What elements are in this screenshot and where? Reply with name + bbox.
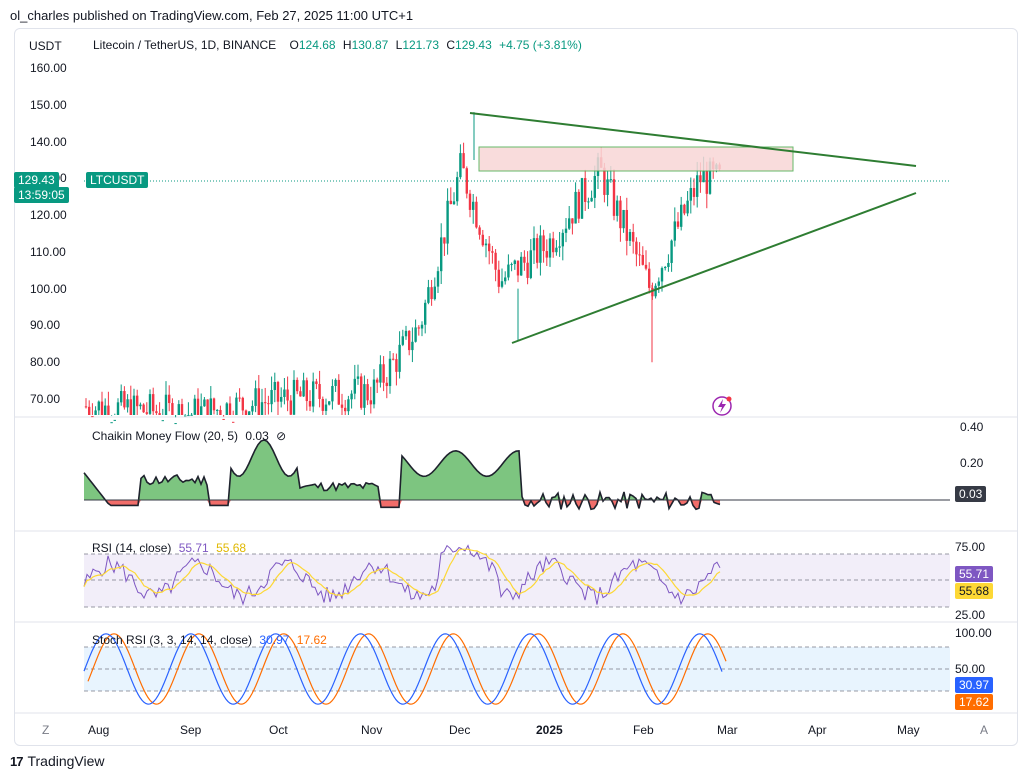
price-tick: 150.00	[30, 97, 67, 112]
cmf-tick-040: 0.40	[960, 420, 984, 434]
time-tick: Apr	[808, 723, 827, 737]
rsi-legend[interactable]: RSI (14, close) 55.71 55.68	[92, 541, 247, 555]
time-tick: May	[897, 723, 920, 737]
stoch-tick-100: 100.00	[955, 626, 992, 640]
time-tick: Nov	[361, 723, 383, 737]
time-tick: Mar	[717, 723, 738, 737]
time-tick: 2025	[536, 723, 563, 737]
price-tick: 160.00	[30, 61, 67, 75]
chart-frame[interactable]: USDT Litecoin / TetherUS, 1D, BINANCE O1…	[14, 28, 1018, 746]
stoch-legend[interactable]: Stoch RSI (3, 3, 14, 14, close) 30.97 17…	[92, 633, 327, 647]
cmf-legend[interactable]: Chaikin Money Flow (20, 5) 0.03 ⊘	[92, 429, 287, 443]
rsi-tick-25: 25.00	[955, 608, 986, 622]
rsi-ma-tag: 55.68	[955, 583, 994, 599]
price-tick: 110.00	[30, 244, 66, 259]
zoom-reset-button[interactable]: Z	[42, 723, 50, 737]
price-tick: 100.00	[30, 281, 67, 296]
price-tick: 140.00	[30, 134, 67, 149]
open-value: 124.68	[298, 38, 336, 52]
cmf-value-tag: 0.03	[955, 486, 987, 502]
close-value: 129.43	[455, 38, 492, 52]
symbol-line[interactable]: Litecoin / TetherUS, 1D, BINANCE	[93, 38, 277, 52]
rsi-value-tag: 55.71	[955, 566, 994, 582]
low-value: 121.73	[402, 38, 440, 52]
time-tick: Oct	[269, 723, 288, 737]
stoch-d-tag: 17.62	[955, 694, 994, 710]
stoch-k-tag: 30.97	[955, 677, 994, 693]
high-value: 130.87	[351, 38, 389, 52]
time-tick: Feb	[633, 723, 654, 737]
tradingview-mark-icon: 17	[10, 753, 24, 769]
time-tick: Dec	[449, 723, 471, 737]
price-tick: 90.00	[30, 318, 61, 333]
price-tick: 120.00	[30, 208, 67, 223]
symbol-tag: LTCUSDT	[86, 172, 149, 188]
lightning-icon[interactable]	[712, 396, 732, 416]
currency-badge[interactable]: USDT	[29, 39, 62, 53]
time-tick: Aug	[88, 723, 110, 737]
auto-scale-button[interactable]: A	[980, 723, 989, 737]
stoch-tick-50: 50.00	[955, 662, 986, 676]
last-price-tag: 129.43	[14, 172, 59, 188]
countdown-tag: 13:59:05	[14, 187, 69, 203]
publisher-line: ol_charles published on TradingView.com,…	[10, 8, 414, 23]
tradingview-logo[interactable]: 17 TradingView	[10, 753, 105, 769]
symbol-legend: Litecoin / TetherUS, 1D, BINANCE O124.68…	[93, 38, 582, 52]
rsi-tick-75: 75.00	[955, 540, 986, 554]
visibility-icon[interactable]: ⊘	[276, 429, 287, 443]
change-value: +4.75 (+3.81%)	[499, 38, 582, 52]
time-tick: Sep	[180, 723, 202, 737]
price-tick: 80.00	[30, 355, 61, 370]
price-tick: 70.00	[30, 392, 61, 406]
cmf-tick-020: 0.20	[960, 456, 984, 470]
